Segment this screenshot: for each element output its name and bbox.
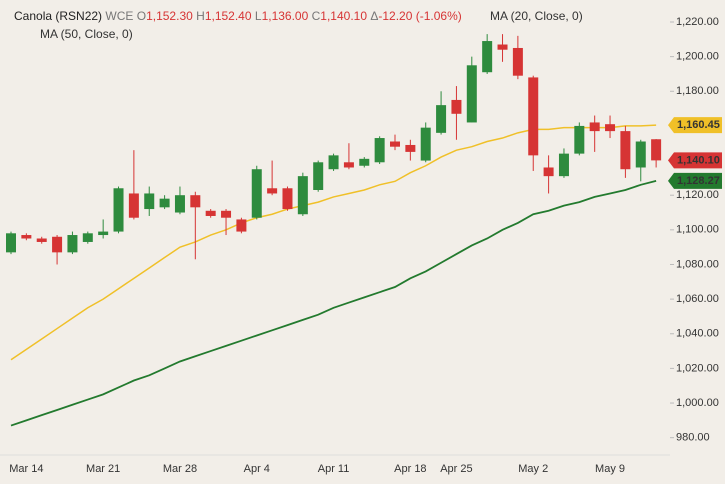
candle-body bbox=[128, 193, 139, 218]
candle-body bbox=[67, 235, 78, 253]
price-badge bbox=[668, 117, 722, 134]
candle-body bbox=[359, 158, 370, 166]
candle-body bbox=[82, 233, 93, 242]
price-badge bbox=[668, 152, 722, 169]
x-tick-label: May 2 bbox=[518, 463, 548, 475]
candle-body bbox=[205, 210, 216, 216]
candle-body bbox=[282, 188, 293, 210]
price-badge-label: 1,160.45 bbox=[677, 119, 720, 131]
ohlc-legend: Canola (RSN22) WCE O1,152.30 H1,152.40 L… bbox=[14, 9, 462, 23]
candle-body bbox=[328, 155, 339, 170]
y-tick-label: 1,060.00 bbox=[676, 293, 719, 305]
candle-body bbox=[605, 124, 616, 132]
candle-body bbox=[174, 195, 185, 213]
field-value: 1,140.10 bbox=[320, 9, 367, 23]
symbol: Canola (RSN22) bbox=[14, 9, 102, 23]
y-tick-label: 1,080.00 bbox=[676, 258, 719, 270]
candle-body bbox=[221, 210, 232, 218]
candle-body bbox=[190, 195, 201, 208]
y-tick-label: 1,000.00 bbox=[676, 397, 719, 409]
field-value: 1,136.00 bbox=[262, 9, 309, 23]
field-value: 1,152.30 bbox=[146, 9, 193, 23]
field-key: Δ bbox=[370, 9, 378, 23]
x-tick-label: Apr 4 bbox=[244, 463, 270, 475]
candle-body bbox=[528, 77, 539, 156]
candle-body bbox=[436, 105, 447, 133]
candle-body bbox=[52, 236, 63, 253]
candle-body bbox=[251, 169, 262, 218]
candle-body bbox=[21, 235, 32, 239]
x-tick-label: Mar 28 bbox=[163, 463, 197, 475]
candle-body bbox=[405, 144, 416, 152]
field-value: -12.20 (-1.06%) bbox=[378, 9, 461, 23]
y-tick-label: 1,120.00 bbox=[676, 189, 719, 201]
candle-body bbox=[543, 167, 554, 177]
candle-body bbox=[267, 188, 278, 194]
candle-body bbox=[36, 238, 47, 242]
candle-body bbox=[497, 44, 508, 50]
candle-body bbox=[313, 162, 324, 191]
price-badge-label: 1,140.10 bbox=[677, 154, 720, 166]
ma-line bbox=[10, 180, 657, 427]
candle-body bbox=[159, 198, 170, 208]
candle-body bbox=[113, 188, 124, 232]
field-key: C bbox=[312, 9, 321, 23]
candle-body bbox=[482, 41, 493, 73]
x-tick-label: Mar 21 bbox=[86, 463, 120, 475]
candle-body bbox=[420, 127, 431, 161]
field-key: O bbox=[137, 9, 146, 23]
x-tick-label: Apr 11 bbox=[318, 463, 350, 475]
candle-body bbox=[512, 47, 523, 76]
y-tick-label: 1,180.00 bbox=[676, 85, 719, 97]
candle-body bbox=[589, 122, 600, 132]
candle-body bbox=[651, 139, 662, 161]
candle-body bbox=[374, 138, 385, 163]
x-tick-label: Mar 14 bbox=[9, 463, 43, 475]
candle-body bbox=[451, 99, 462, 114]
ma-line bbox=[10, 124, 657, 361]
exchange: WCE bbox=[105, 9, 133, 23]
candle-body bbox=[390, 141, 400, 147]
candle-body bbox=[574, 125, 585, 154]
candle-body bbox=[620, 131, 631, 170]
y-tick-label: 1,100.00 bbox=[676, 224, 719, 236]
candle-body bbox=[236, 219, 247, 232]
x-tick-label: Apr 25 bbox=[440, 463, 472, 475]
candle-body bbox=[144, 193, 155, 210]
y-tick-label: 1,020.00 bbox=[676, 362, 719, 374]
x-tick-label: Apr 18 bbox=[394, 463, 426, 475]
field-key: H bbox=[196, 9, 205, 23]
x-tick-label: May 9 bbox=[595, 463, 625, 475]
legend-entry: MA (20, Close, 0) bbox=[490, 9, 583, 23]
y-tick-label: 1,200.00 bbox=[676, 51, 719, 63]
candle-body bbox=[466, 65, 477, 123]
price-badge-label: 1,128.27 bbox=[677, 175, 720, 187]
y-tick-label: 980.00 bbox=[676, 432, 710, 444]
candle-body bbox=[635, 141, 646, 168]
field-key: L bbox=[255, 9, 262, 23]
legend-entry: MA (50, Close, 0) bbox=[40, 27, 133, 41]
candle-body bbox=[558, 153, 569, 177]
candle-body bbox=[343, 162, 354, 168]
field-value: 1,152.40 bbox=[205, 9, 252, 23]
y-tick-label: 1,220.00 bbox=[676, 16, 719, 28]
price-badge bbox=[668, 172, 722, 189]
y-tick-label: 1,040.00 bbox=[676, 328, 719, 340]
candle-body bbox=[98, 231, 109, 236]
candle-body bbox=[297, 176, 308, 215]
candle-body bbox=[6, 233, 16, 253]
